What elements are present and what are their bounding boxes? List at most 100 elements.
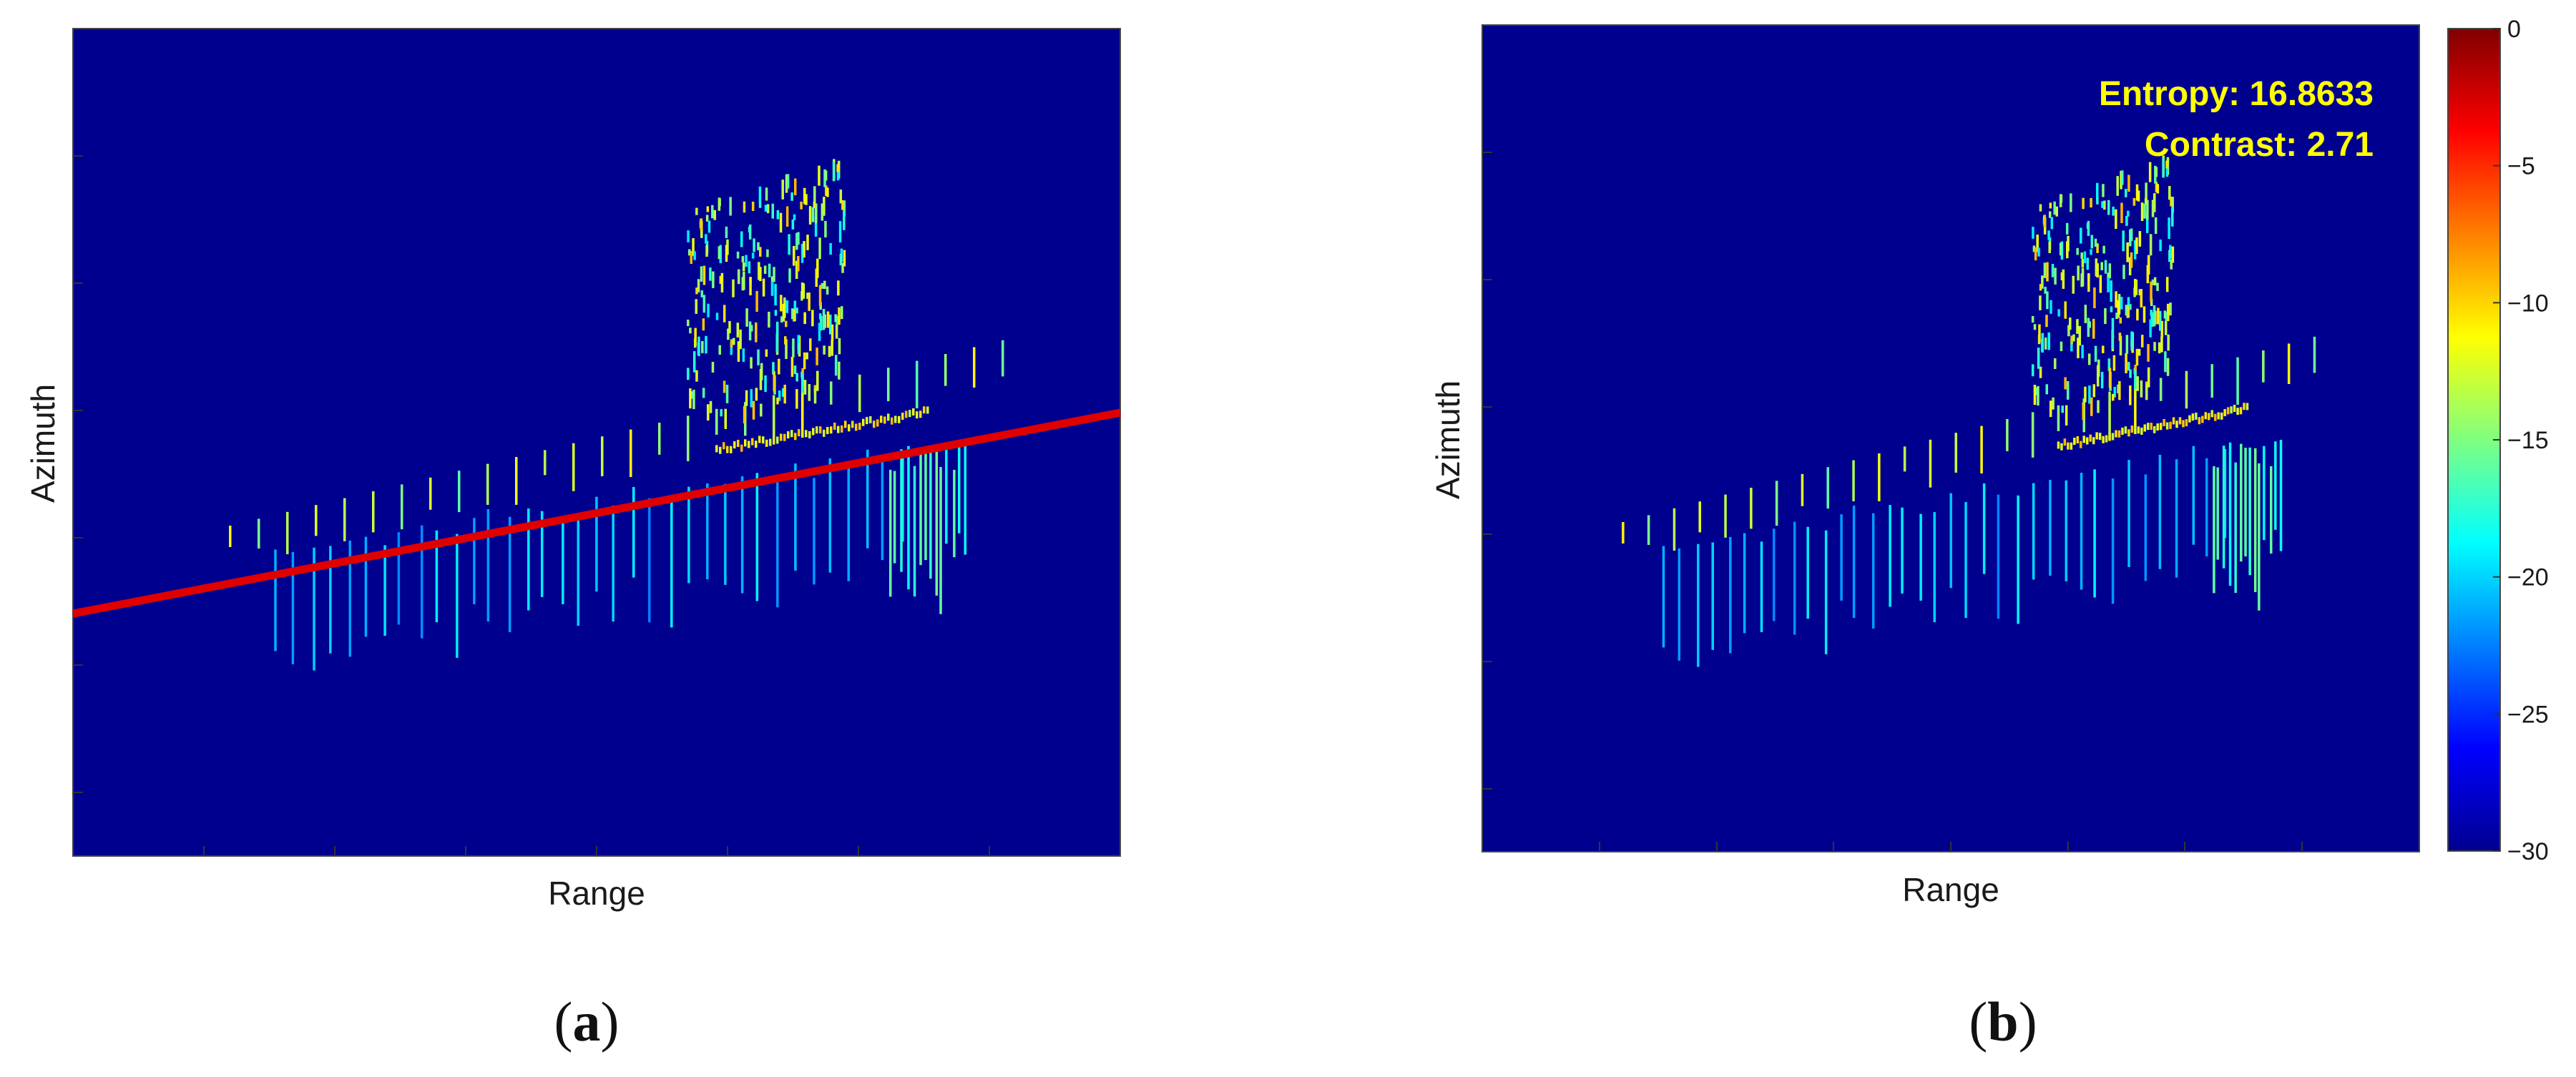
return-streak	[2077, 265, 2080, 281]
return-streak	[2129, 385, 2132, 405]
return-streak	[776, 397, 779, 405]
return-streak	[730, 446, 733, 453]
return-streak	[2154, 217, 2158, 235]
return-streak	[773, 371, 776, 392]
return-streak	[601, 436, 604, 476]
return-streak	[2127, 210, 2130, 217]
panel-a: Range Azimuth (a)	[24, 28, 1122, 1053]
return-streak	[718, 246, 721, 260]
return-streak	[1678, 548, 1681, 661]
return-streak	[1760, 541, 1763, 632]
return-streak	[2067, 442, 2070, 450]
return-streak	[2240, 443, 2243, 562]
return-streak	[838, 338, 841, 355]
return-streak	[825, 185, 828, 196]
return-streak	[785, 320, 788, 328]
return-streak	[2136, 376, 2139, 391]
return-streak	[753, 238, 755, 252]
return-streak	[812, 428, 815, 436]
return-streak	[1806, 526, 1809, 619]
return-streak	[2140, 335, 2144, 348]
return-streak	[2217, 412, 2220, 420]
return-streak	[2145, 182, 2148, 203]
return-streak	[1775, 481, 1778, 526]
return-streak	[2248, 447, 2251, 576]
return-streak	[855, 423, 858, 431]
return-streak	[2086, 257, 2090, 270]
return-streak	[2223, 409, 2226, 417]
return-streak	[1743, 533, 1746, 634]
return-streak	[2095, 258, 2098, 277]
return-streak	[811, 310, 814, 327]
return-streak	[2246, 403, 2249, 410]
return-streak	[723, 305, 726, 323]
return-streak	[1711, 542, 1714, 650]
return-streak	[2156, 423, 2159, 431]
return-streak	[740, 231, 743, 247]
return-streak	[2151, 200, 2155, 217]
return-streak	[2032, 227, 2034, 239]
return-streak	[274, 549, 277, 651]
return-streak	[1698, 501, 1702, 533]
return-streak	[851, 421, 854, 428]
return-streak	[2148, 162, 2152, 182]
return-streak	[919, 410, 922, 418]
return-streak	[2165, 312, 2168, 321]
return-streak	[2171, 197, 2175, 213]
return-streak	[793, 178, 797, 196]
return-streak	[2115, 209, 2117, 230]
return-streak	[786, 174, 790, 189]
return-streak	[840, 306, 843, 320]
return-streak	[743, 271, 745, 290]
return-streak	[813, 388, 817, 404]
return-streak	[2160, 320, 2163, 338]
return-streak	[785, 174, 788, 193]
return-streak	[973, 347, 976, 388]
return-streak	[813, 201, 816, 209]
return-streak	[2223, 448, 2227, 538]
return-streak	[2228, 442, 2232, 586]
return-streak	[2165, 160, 2168, 169]
return-streak	[2126, 305, 2130, 318]
return-streak	[2103, 200, 2106, 210]
return-streak	[486, 463, 489, 505]
return-streak	[2089, 434, 2092, 442]
return-streak	[826, 311, 830, 328]
return-streak	[2258, 463, 2261, 611]
return-streak	[2102, 345, 2105, 353]
return-streak	[2057, 441, 2060, 449]
return-streak	[383, 545, 386, 636]
return-streak	[700, 218, 703, 231]
return-streak	[2048, 242, 2051, 253]
return-streak	[695, 287, 698, 295]
return-streak	[834, 355, 838, 376]
return-streak	[772, 362, 775, 375]
return-streak	[1729, 536, 1732, 654]
return-streak	[837, 426, 840, 433]
return-streak	[876, 419, 879, 427]
colorbar-tick-label: 0	[2507, 16, 2521, 43]
return-streak	[830, 381, 833, 405]
return-streak	[473, 518, 476, 604]
return-streak	[2147, 367, 2150, 388]
return-streak	[540, 511, 544, 597]
return-streak	[843, 250, 846, 267]
return-streak	[751, 438, 754, 446]
return-streak	[1724, 494, 1727, 538]
return-streak	[2287, 343, 2291, 384]
return-streak	[730, 339, 733, 348]
return-streak	[2143, 424, 2147, 432]
return-streak	[828, 314, 832, 335]
return-streak	[1889, 505, 1891, 607]
return-streak	[2096, 182, 2099, 200]
return-streak	[800, 243, 804, 263]
return-streak	[705, 234, 707, 244]
return-streak	[2057, 405, 2060, 431]
return-streak	[706, 483, 709, 580]
return-streak	[778, 358, 780, 375]
return-streak	[2090, 197, 2092, 208]
return-streak	[1929, 439, 1932, 488]
return-streak	[2165, 422, 2169, 430]
return-streak	[2094, 345, 2097, 362]
return-streak	[778, 390, 781, 401]
